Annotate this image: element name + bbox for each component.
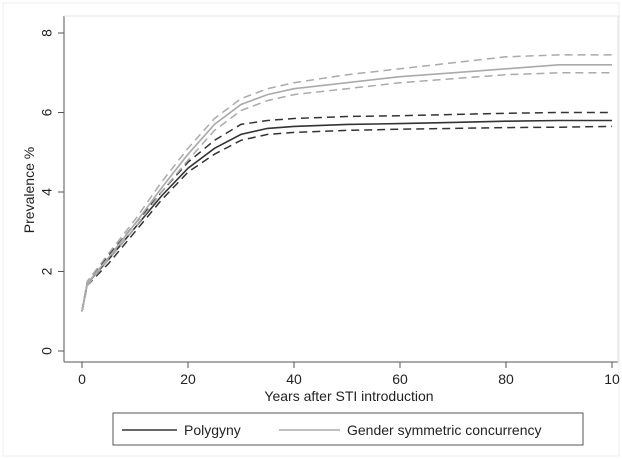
x-tick-label: 10	[604, 371, 620, 387]
y-axis-title: Prevalence %	[21, 147, 37, 233]
x-tick-label: 0	[78, 371, 86, 387]
x-tick-label: 80	[498, 371, 514, 387]
y-tick-label: 4	[39, 188, 55, 196]
x-axis-title: Years after STI introduction	[264, 388, 433, 404]
y-tick-label: 2	[39, 267, 55, 275]
gender-symmetric-concurrency-series-line	[81, 64, 612, 312]
legend-label-gender-symmetric-concurrency: Gender symmetric concurrency	[347, 422, 542, 438]
polygyny-lower-ci-line	[81, 125, 613, 312]
x-tick-label: 60	[392, 371, 408, 387]
legend: Polygyny Gender symmetric concurrency	[112, 412, 584, 446]
legend-label-polygyny: Polygyny	[184, 422, 241, 438]
gender-symmetric-concurrency-lower-ci-line	[81, 72, 612, 312]
x-tick-label: 40	[286, 371, 302, 387]
y-tick-label: 0	[39, 347, 55, 355]
legend-box	[112, 412, 584, 446]
gender-symmetric-concurrency-upper-ci-line	[81, 54, 612, 312]
x-tick-label: 20	[180, 371, 196, 387]
y-tick-label: 8	[39, 29, 55, 37]
plot-area	[81, 54, 613, 312]
y-tick-label: 6	[39, 108, 55, 116]
